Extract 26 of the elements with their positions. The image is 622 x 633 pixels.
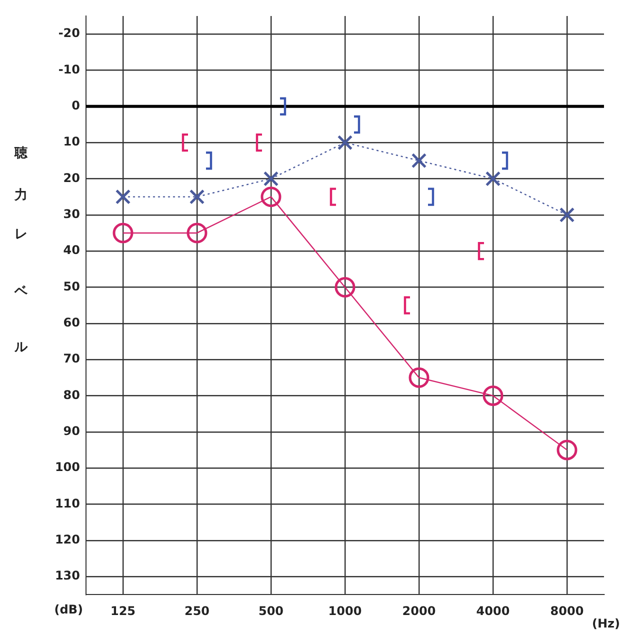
y-tick-label: 70 [63,352,80,366]
x-tick-label: 8000 [550,604,584,618]
y-axis-title: 聴力レベル [13,135,28,390]
x-tick-label: 500 [258,604,284,618]
y-tick-label: 0 [72,98,80,113]
y-tick-label: 120 [54,532,80,546]
y-tick-label: -10 [58,62,80,76]
y-tick-label: 20 [63,170,80,185]
y-tick-label: 110 [54,496,80,510]
x-tick-label: 1000 [328,604,362,618]
x-tick-label: 125 [110,604,136,618]
y-tick-label: 60 [63,316,80,330]
y-tick-label: 50 [63,279,80,294]
y-tick-label: 90 [63,424,80,438]
y-tick-label: 130 [54,568,80,583]
y-tick-label: 40 [63,243,80,258]
y-tick-label: -20 [58,26,80,40]
x-tick-label: 2000 [402,604,436,618]
x-axis-title: (Hz) [592,616,620,631]
y-tick-label: 10 [63,134,80,149]
y-tick-label: 80 [63,388,80,402]
x-tick-label: 4000 [476,604,510,618]
y-tick-label: 30 [63,207,80,222]
x-tick-label: 250 [184,604,210,618]
y-tick-label: 100 [54,460,80,474]
text: (dB) [54,602,83,617]
